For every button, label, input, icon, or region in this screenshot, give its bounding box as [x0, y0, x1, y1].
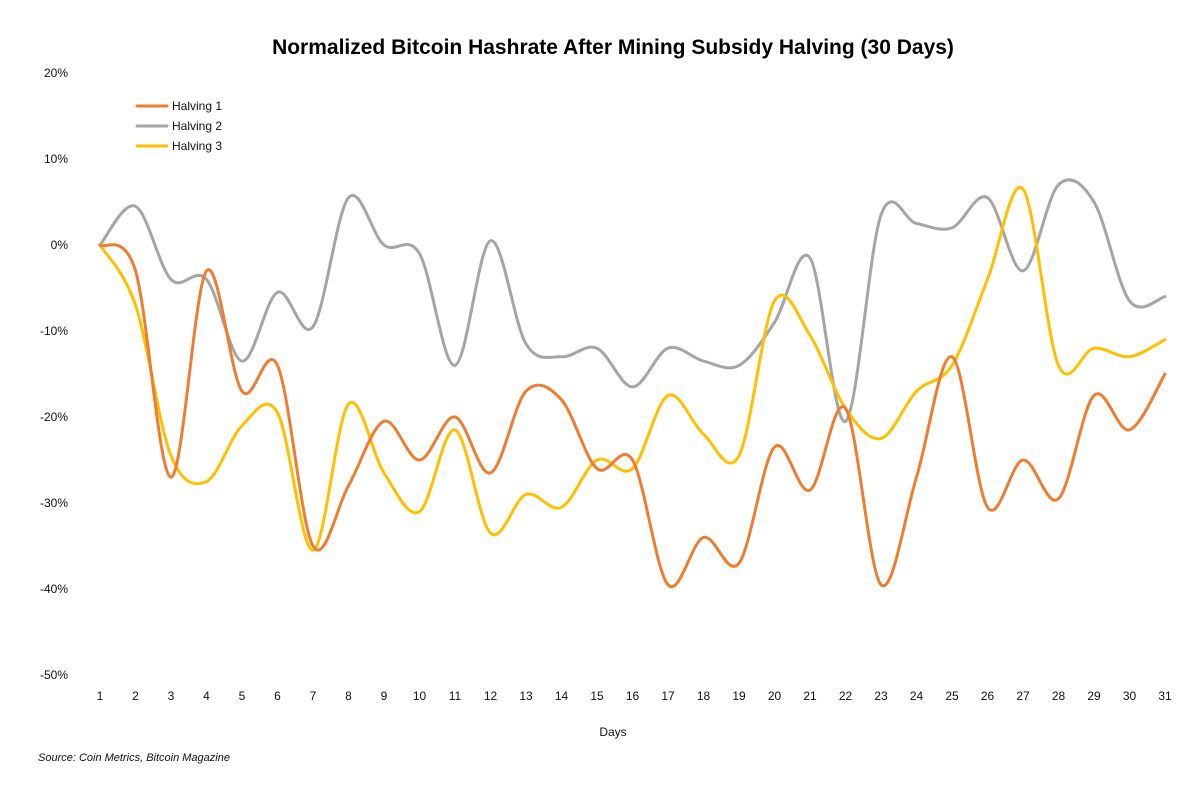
x-tick-label: 15: [590, 689, 604, 703]
x-tick-label: 26: [981, 689, 995, 703]
x-tick-label: 21: [803, 689, 817, 703]
x-tick-label: 17: [661, 689, 675, 703]
y-tick-label: -10%: [40, 324, 68, 338]
y-tick-label: -50%: [40, 668, 68, 682]
y-tick-label: 0%: [51, 238, 69, 252]
x-tick-label: 24: [910, 689, 924, 703]
x-tick-label: 28: [1052, 689, 1066, 703]
x-axis-label: Days: [599, 725, 626, 739]
x-tick-label: 2: [132, 689, 139, 703]
y-axis-ticks: 20% 10% 0% -10% -20% -30% -40% -50%: [40, 66, 68, 682]
x-tick-label: 7: [310, 689, 317, 703]
series-line-halving-3: [98, 185, 1167, 552]
chart-title: Normalized Bitcoin Hashrate After Mining…: [272, 36, 954, 59]
x-tick-label: 18: [697, 689, 711, 703]
x-tick-label: 31: [1158, 689, 1172, 703]
source-note: Source: Coin Metrics, Bitcoin Magazine: [38, 752, 230, 764]
x-tick-label: 13: [519, 689, 533, 703]
y-tick-label: -30%: [40, 496, 68, 510]
x-tick-label: 9: [381, 689, 388, 703]
legend: Halving 1 Halving 2 Halving 3: [135, 99, 222, 153]
x-tick-label: 1: [97, 689, 104, 703]
x-tick-label: 19: [732, 689, 746, 703]
x-tick-label: 25: [945, 689, 959, 703]
x-tick-label: 12: [484, 689, 498, 703]
y-tick-label: 20%: [44, 66, 68, 80]
x-tick-label: 4: [203, 689, 210, 703]
x-tick-label: 8: [345, 689, 352, 703]
x-tick-label: 5: [239, 689, 246, 703]
x-tick-label: 6: [274, 689, 281, 703]
y-tick-label: 10%: [44, 152, 68, 166]
x-tick-label: 10: [413, 689, 427, 703]
x-axis-ticks: 1 2 3 4 5 6 7 8 9 10 11 12 13 14 15 16 17 18 19 20 21 22 23 24 2…: [97, 689, 1172, 703]
series-line-halving-1: [98, 243, 1167, 589]
legend-label-halving-2: Halving 2: [172, 119, 222, 133]
x-tick-label: 23: [874, 689, 888, 703]
x-tick-label: 3: [168, 689, 175, 703]
x-tick-label: 30: [1123, 689, 1137, 703]
x-tick-label: 27: [1016, 689, 1030, 703]
x-tick-label: 14: [555, 689, 569, 703]
y-tick-label: -20%: [40, 410, 68, 424]
x-tick-label: 29: [1087, 689, 1101, 703]
x-tick-label: 11: [449, 689, 462, 703]
series-lines: [98, 178, 1167, 589]
series-line-halving-2: [98, 178, 1167, 423]
legend-label-halving-1: Halving 1: [172, 99, 222, 113]
legend-label-halving-3: Halving 3: [172, 139, 222, 153]
x-tick-label: 22: [839, 689, 853, 703]
y-tick-label: -40%: [40, 582, 68, 596]
x-tick-label: 16: [626, 689, 640, 703]
x-tick-label: 20: [768, 689, 782, 703]
